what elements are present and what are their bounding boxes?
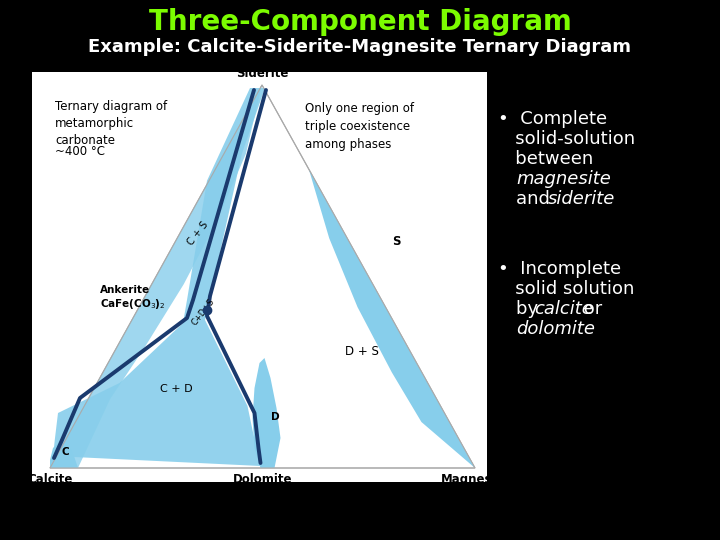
Text: Ternary diagram of
metamorphic
carbonate: Ternary diagram of metamorphic carbonate xyxy=(55,100,167,147)
Text: siderite: siderite xyxy=(548,190,616,208)
Text: calcite: calcite xyxy=(534,300,593,318)
Text: Only one region of
triple coexistence
among phases: Only one region of triple coexistence am… xyxy=(305,102,414,151)
Text: Magnesite: Magnesite xyxy=(441,473,510,486)
Text: Dolomite: Dolomite xyxy=(233,473,292,486)
Text: between: between xyxy=(498,150,593,168)
Polygon shape xyxy=(53,88,265,466)
Text: Ankerite: Ankerite xyxy=(100,285,150,295)
Text: D + S: D + S xyxy=(345,345,379,358)
Polygon shape xyxy=(262,85,475,468)
Text: CaFe(CO$_3$)$_2$: CaFe(CO$_3$)$_2$ xyxy=(100,297,166,311)
Text: C + D: C + D xyxy=(160,384,193,394)
Polygon shape xyxy=(50,85,262,468)
Text: D: D xyxy=(271,412,279,422)
Text: dolomite: dolomite xyxy=(516,320,595,338)
Text: or: or xyxy=(578,300,602,318)
Text: C+D+S: C+D+S xyxy=(190,297,217,327)
Text: •  Incomplete: • Incomplete xyxy=(498,260,621,278)
Text: S: S xyxy=(392,235,400,248)
Polygon shape xyxy=(253,358,281,468)
Text: C + S: C + S xyxy=(186,219,210,247)
Text: ~400 °C: ~400 °C xyxy=(55,145,105,158)
Text: magnesite: magnesite xyxy=(516,170,611,188)
Text: and: and xyxy=(516,190,556,208)
Text: Calcite: Calcite xyxy=(27,473,73,486)
Text: by: by xyxy=(516,300,544,318)
Text: •  Complete: • Complete xyxy=(498,110,607,128)
Text: Siderite: Siderite xyxy=(236,67,288,80)
Text: Example: Calcite-Siderite-Magnesite Ternary Diagram: Example: Calcite-Siderite-Magnesite Tern… xyxy=(89,38,631,56)
Text: Three-Component Diagram: Three-Component Diagram xyxy=(148,8,572,36)
Text: C: C xyxy=(62,447,70,457)
Bar xyxy=(32,72,487,482)
Polygon shape xyxy=(50,85,475,468)
Text: solid solution: solid solution xyxy=(498,280,634,298)
Text: solid-solution: solid-solution xyxy=(498,130,635,148)
Polygon shape xyxy=(50,440,78,468)
